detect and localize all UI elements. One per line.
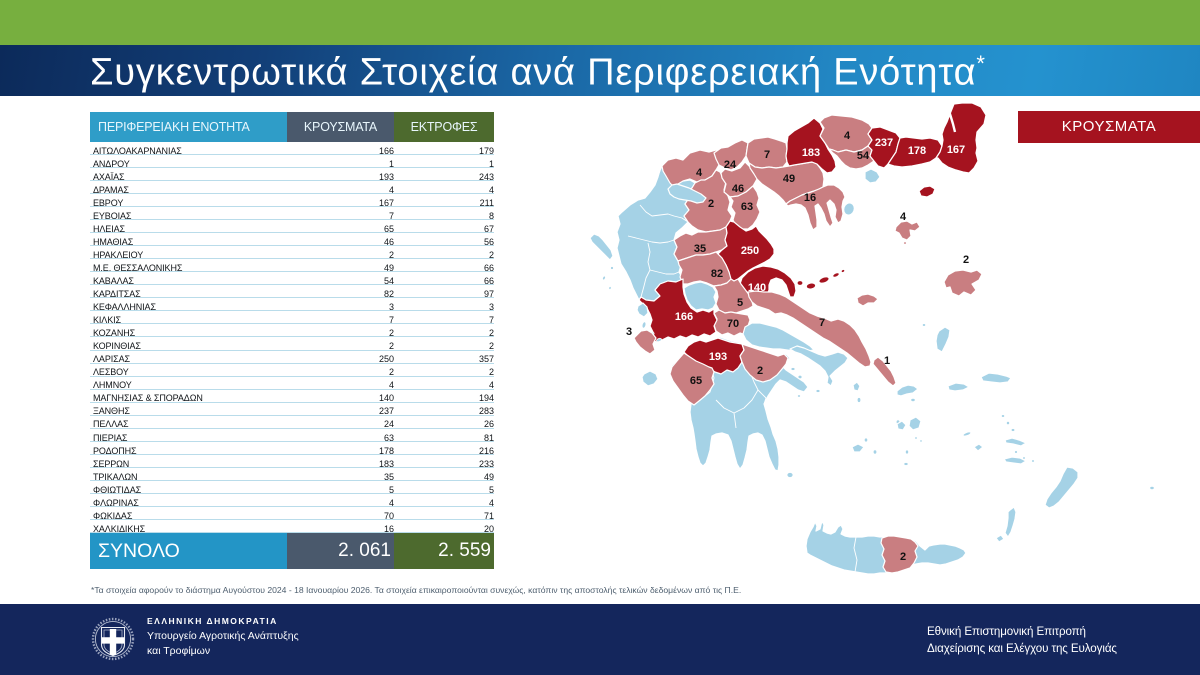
svg-text:4: 4	[900, 211, 907, 223]
svg-text:250: 250	[741, 245, 759, 257]
svg-text:35: 35	[694, 243, 706, 255]
svg-text:2: 2	[900, 551, 906, 563]
svg-text:7: 7	[819, 317, 825, 329]
svg-text:2: 2	[963, 254, 969, 266]
svg-text:65: 65	[690, 375, 702, 387]
svg-text:2: 2	[708, 198, 714, 210]
svg-text:4: 4	[696, 167, 703, 179]
svg-text:2: 2	[757, 365, 763, 377]
svg-text:46: 46	[732, 183, 744, 195]
svg-text:140: 140	[748, 282, 766, 294]
svg-text:82: 82	[711, 268, 723, 280]
svg-text:3: 3	[626, 326, 632, 338]
svg-text:7: 7	[764, 149, 770, 161]
svg-text:70: 70	[727, 318, 739, 330]
svg-text:49: 49	[783, 173, 795, 185]
svg-text:54: 54	[857, 150, 870, 162]
svg-text:4: 4	[844, 130, 851, 142]
svg-text:63: 63	[741, 201, 753, 213]
svg-text:1: 1	[884, 355, 890, 367]
svg-text:193: 193	[709, 351, 727, 363]
svg-text:166: 166	[675, 311, 693, 323]
svg-text:16: 16	[804, 192, 816, 204]
svg-text:167: 167	[947, 144, 965, 156]
svg-text:178: 178	[908, 145, 926, 157]
svg-text:24: 24	[724, 159, 737, 171]
svg-text:183: 183	[802, 147, 820, 159]
svg-text:5: 5	[737, 297, 743, 309]
svg-text:237: 237	[875, 137, 893, 149]
